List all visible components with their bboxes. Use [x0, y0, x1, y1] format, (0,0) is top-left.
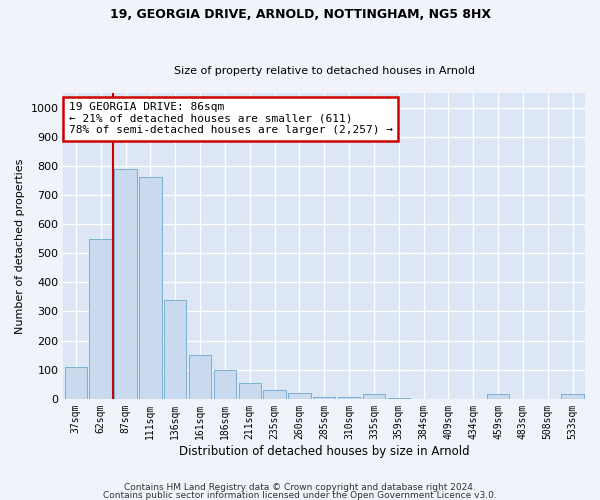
Bar	[239, 383, 261, 399]
Bar	[363, 394, 385, 399]
Text: 19 GEORGIA DRIVE: 86sqm
← 21% of detached houses are smaller (611)
78% of semi-d: 19 GEORGIA DRIVE: 86sqm ← 21% of detache…	[68, 102, 392, 136]
Bar	[388, 398, 410, 399]
Bar	[487, 394, 509, 399]
Bar	[288, 393, 311, 399]
Bar	[338, 398, 360, 399]
Bar	[164, 300, 187, 399]
X-axis label: Distribution of detached houses by size in Arnold: Distribution of detached houses by size …	[179, 444, 470, 458]
Bar	[115, 168, 137, 399]
Bar	[313, 398, 335, 399]
Text: Contains HM Land Registry data © Crown copyright and database right 2024.: Contains HM Land Registry data © Crown c…	[124, 484, 476, 492]
Y-axis label: Number of detached properties: Number of detached properties	[15, 158, 25, 334]
Bar	[139, 178, 161, 399]
Title: Size of property relative to detached houses in Arnold: Size of property relative to detached ho…	[174, 66, 475, 76]
Bar	[562, 394, 584, 399]
Bar	[89, 238, 112, 399]
Bar	[263, 390, 286, 399]
Bar	[214, 370, 236, 399]
Text: 19, GEORGIA DRIVE, ARNOLD, NOTTINGHAM, NG5 8HX: 19, GEORGIA DRIVE, ARNOLD, NOTTINGHAM, N…	[110, 8, 491, 20]
Bar	[65, 367, 87, 399]
Bar	[189, 355, 211, 399]
Text: Contains public sector information licensed under the Open Government Licence v3: Contains public sector information licen…	[103, 490, 497, 500]
